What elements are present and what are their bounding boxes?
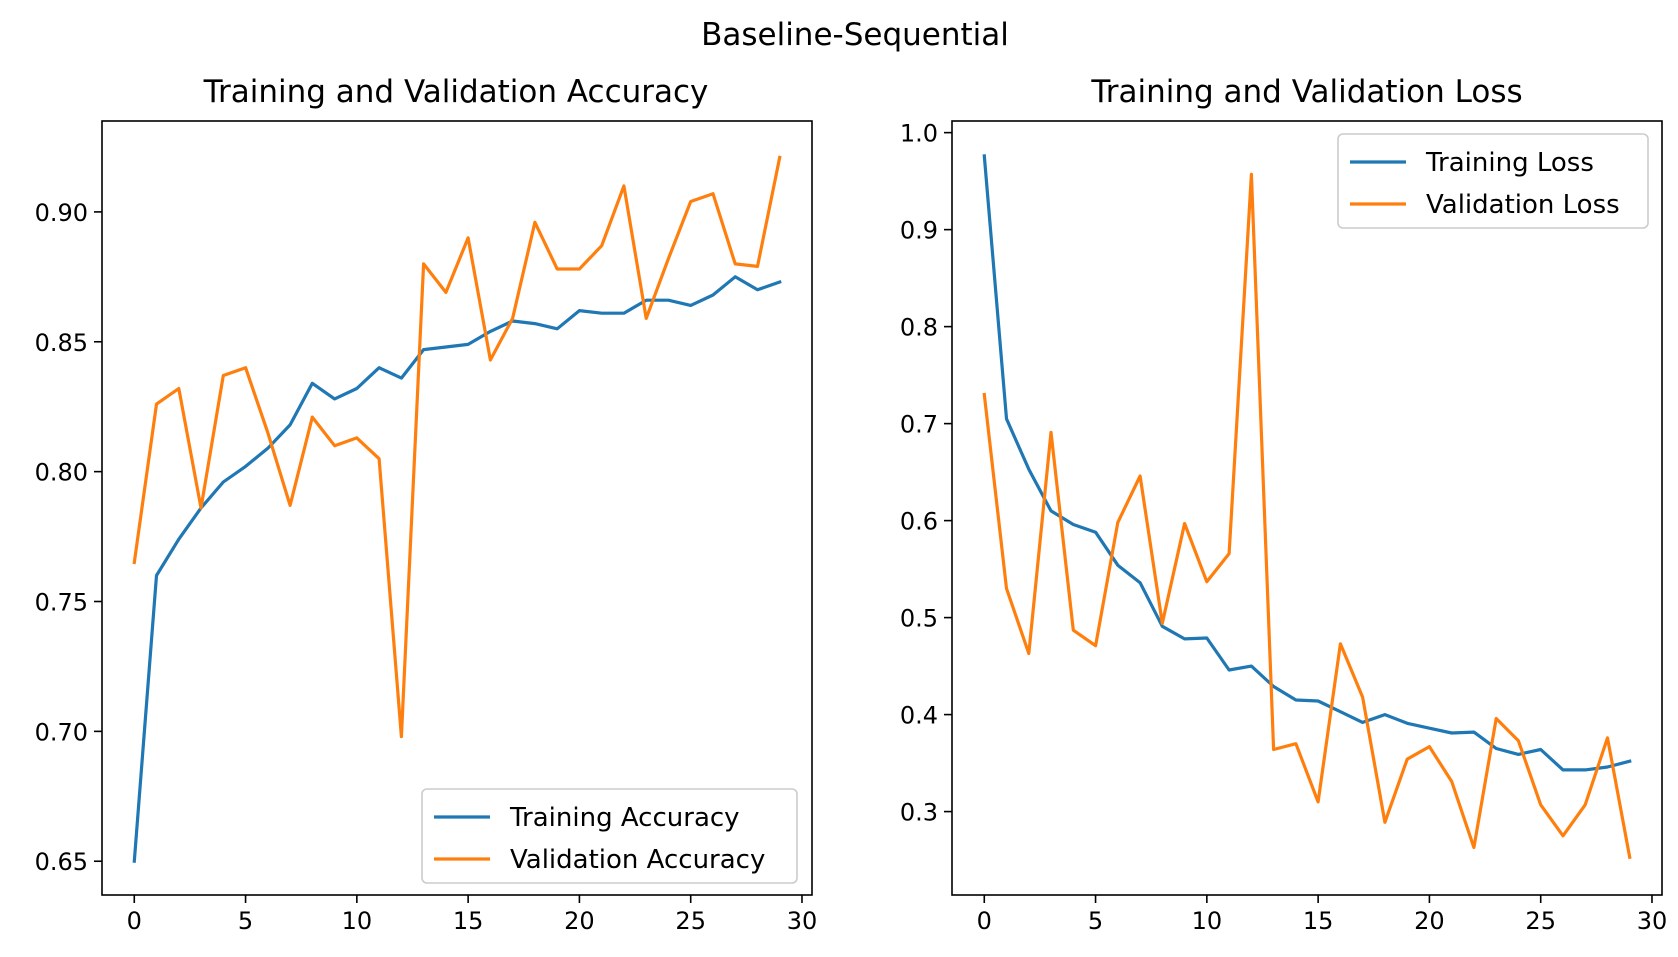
loss-y-tick-label: 0.5 [900,605,938,633]
accuracy-x-tick-label: 25 [675,907,706,935]
loss-axes-frame [951,120,1663,896]
loss-legend-label: Training Loss [1425,148,1594,178]
accuracy-y-tick-label: 0.65 [35,848,88,876]
loss-y-tick-label: 1.0 [900,120,938,148]
accuracy-y-tick-label: 0.90 [35,199,88,227]
loss-x-tick-label: 25 [1525,907,1556,935]
loss-axes: 0 5 10 15 20 25 30 0.3 0.4 0.5 0.6 0.7 0.8 0.9 1.0 Trai… [900,120,1667,935]
loss-series-line-validation [982,172,1632,860]
figure-title: Baseline-Sequential [701,17,1009,53]
loss-legend-box [1337,133,1649,229]
loss-y-tick-label: 0.6 [900,508,938,536]
accuracy-x-tick-label: 30 [787,907,818,935]
loss-x-tick-label: 30 [1637,907,1668,935]
loss-y-tick-label: 0.8 [900,314,938,342]
loss-chart-title: Training and Validation Loss [1090,74,1522,110]
accuracy-x-tick-label: 20 [564,907,595,935]
accuracy-series-line-training [132,275,782,863]
accuracy-legend-label: Validation Accuracy [510,845,765,875]
accuracy-axes-frame [101,120,813,896]
loss-x-tick-label: 15 [1303,907,1334,935]
loss-y-tick-label: 0.3 [900,799,938,827]
loss-panel: Training and Validation Loss 0 5 10 15 20 25 3… [900,74,1667,935]
loss-y-tick-label: 0.4 [900,702,938,730]
loss-y-tick-label: 0.9 [900,217,938,245]
accuracy-series-line-validation [132,155,782,739]
accuracy-x-tick-label: 10 [342,907,373,935]
loss-x-tick-label: 5 [1088,907,1103,935]
accuracy-panel: Training and Validation Accuracy 0 5 10 15 2… [35,74,818,935]
accuracy-legend-box [421,788,798,884]
accuracy-y-tick-label: 0.85 [35,329,88,357]
accuracy-y-tick-label: 0.70 [35,718,88,746]
loss-x-tick-label: 0 [977,907,992,935]
accuracy-x-tick-label: 0 [127,907,142,935]
accuracy-y-tick-label: 0.75 [35,589,88,617]
accuracy-chart-title: Training and Validation Accuracy [203,74,709,110]
loss-x-tick-label: 20 [1414,907,1445,935]
loss-series-line-training [982,154,1632,772]
accuracy-legend: Training Accuracy Validation Accuracy [421,788,798,884]
loss-legend-label: Validation Loss [1426,190,1620,220]
loss-legend: Training Loss Validation Loss [1337,133,1649,229]
accuracy-legend-label: Training Accuracy [509,803,740,833]
accuracy-axes: 0 5 10 15 20 25 30 0.65 0.70 0.75 0.80 0.85 0.90 Trai… [35,120,818,935]
accuracy-y-tick-label: 0.80 [35,459,88,487]
loss-y-tick-label: 0.7 [900,411,938,439]
loss-x-tick-label: 10 [1192,907,1223,935]
accuracy-x-tick-label: 5 [238,907,253,935]
accuracy-x-tick-label: 15 [453,907,484,935]
